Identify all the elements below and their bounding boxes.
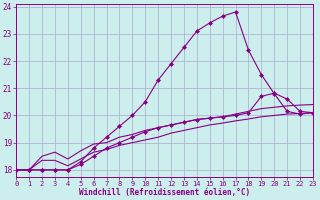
X-axis label: Windchill (Refroidissement éolien,°C): Windchill (Refroidissement éolien,°C) (79, 188, 250, 197)
